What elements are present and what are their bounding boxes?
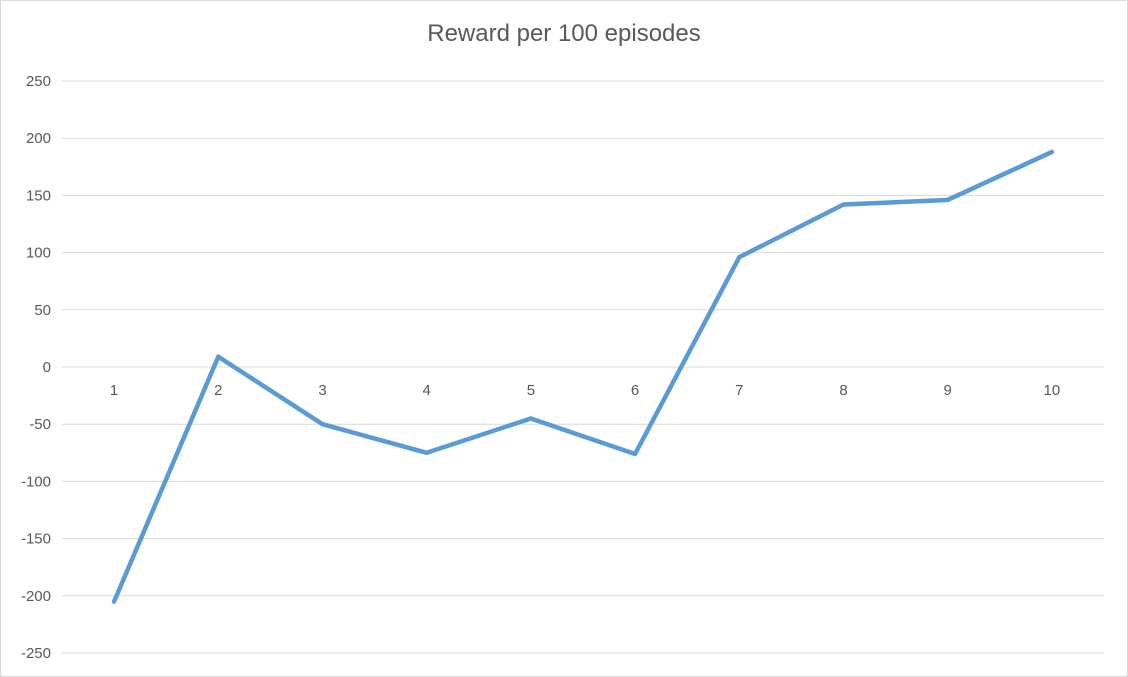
data-point [424, 450, 429, 455]
data-point [111, 599, 117, 604]
y-axis-ticks: 250 200 150 100 50 0 -50 -100 -150 -200 -250 [21, 73, 51, 662]
data-point [528, 416, 534, 421]
chart-title: Reward per 100 episodes [427, 20, 701, 47]
y-tick-label: -100 [21, 473, 51, 490]
y-tick-label: 100 [26, 245, 51, 262]
y-tick-label: -250 [21, 645, 51, 662]
x-tick-label: 5 [527, 382, 535, 399]
x-tick-label: 8 [839, 382, 847, 399]
y-tick-label: 200 [26, 130, 51, 147]
series-layer [111, 149, 1055, 604]
x-tick-label: 4 [423, 382, 431, 399]
data-point [737, 254, 742, 260]
data-point [216, 354, 221, 359]
x-tick-label: 9 [944, 382, 952, 399]
data-point [945, 197, 950, 203]
gridlines [62, 80, 1104, 654]
x-tick-label: 10 [1044, 382, 1061, 399]
series-line [111, 149, 1055, 604]
x-tick-label: 1 [110, 382, 118, 399]
y-tick-label: -150 [21, 531, 51, 548]
y-tick-label: -200 [21, 588, 51, 605]
data-point [1049, 149, 1055, 155]
x-tick-label: 7 [735, 382, 743, 399]
y-tick-label: -50 [29, 416, 51, 433]
y-tick-label: 0 [43, 359, 51, 376]
data-point [632, 451, 638, 457]
x-axis-ticks: 1 2 3 4 5 6 7 8 9 10 [110, 382, 1060, 399]
x-tick-label: 6 [631, 382, 639, 399]
y-tick-label: 50 [34, 302, 51, 319]
y-tick-label: 250 [26, 73, 51, 90]
data-point [841, 202, 846, 207]
x-tick-label: 2 [214, 382, 222, 399]
x-tick-label: 3 [318, 382, 326, 399]
data-point [320, 422, 325, 427]
y-tick-label: 150 [26, 187, 51, 204]
